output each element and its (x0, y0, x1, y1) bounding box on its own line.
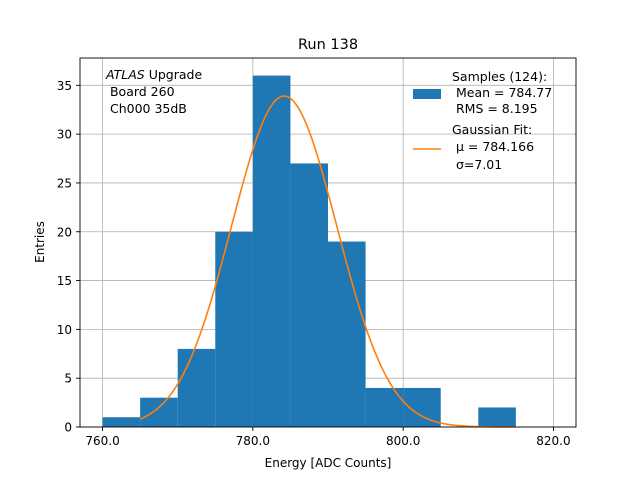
histogram-bars (102, 75, 516, 428)
chart-title: Run 138 (298, 37, 358, 53)
x-tick-label: 820.0 (536, 434, 570, 448)
x-axis-label: Energy [ADC Counts] (265, 456, 392, 470)
annotation-line-3: Ch000 35dB (106, 101, 187, 116)
y-tick-label: 25 (57, 176, 72, 190)
histogram-bar (215, 231, 253, 427)
legend-samples-mean: Mean = 784.77 (452, 85, 552, 100)
y-axis-label: Entries (33, 221, 47, 263)
histogram-bar (478, 407, 516, 427)
plot-frame (79, 57, 577, 428)
histogram-bar (328, 241, 366, 427)
annotation-line-2: Board 260 (106, 84, 175, 99)
annotation-line-1: ATLAS Upgrade (105, 67, 202, 82)
x-axis-ticks: 760.0 780.0 800.0 820.0 (85, 427, 571, 448)
y-tick-label: 10 (57, 323, 72, 337)
histogram-bar (252, 75, 291, 428)
gaussian-fit (139, 95, 516, 428)
histogram-bar (102, 417, 141, 427)
legend-samples-title: Samples (124): (452, 69, 547, 84)
y-axis-ticks: 0 5 10 15 20 25 30 35 (57, 79, 80, 435)
histogram-bar (177, 348, 216, 427)
legend-fit-mu: μ = 784.166 (452, 139, 534, 154)
histogram-bar (140, 397, 178, 427)
legend: Samples (124): Mean = 784.77 RMS = 8.195… (413, 69, 552, 172)
legend-histogram-swatch (413, 89, 441, 99)
legend-fit-title: Gaussian Fit: (452, 122, 532, 137)
y-tick-label: 0 (64, 421, 72, 435)
x-tick-label: 780.0 (236, 434, 270, 448)
histogram-bar (290, 163, 328, 427)
y-tick-label: 35 (57, 79, 72, 93)
atlas-label: ATLAS (105, 67, 145, 82)
upgrade-label: Upgrade (145, 67, 203, 82)
gaussian-fit-curve (139, 95, 516, 428)
legend-fit-sigma: σ=7.01 (452, 157, 502, 172)
y-tick-label: 20 (57, 225, 72, 239)
legend-samples-rms: RMS = 8.195 (452, 101, 538, 116)
annotation-box: ATLAS Upgrade Board 260 Ch000 35dB (105, 67, 202, 116)
x-tick-label: 760.0 (85, 434, 119, 448)
x-tick-label: 800.0 (386, 434, 420, 448)
y-tick-label: 15 (57, 274, 72, 288)
y-tick-label: 5 (64, 372, 72, 386)
y-tick-label: 30 (57, 128, 72, 142)
